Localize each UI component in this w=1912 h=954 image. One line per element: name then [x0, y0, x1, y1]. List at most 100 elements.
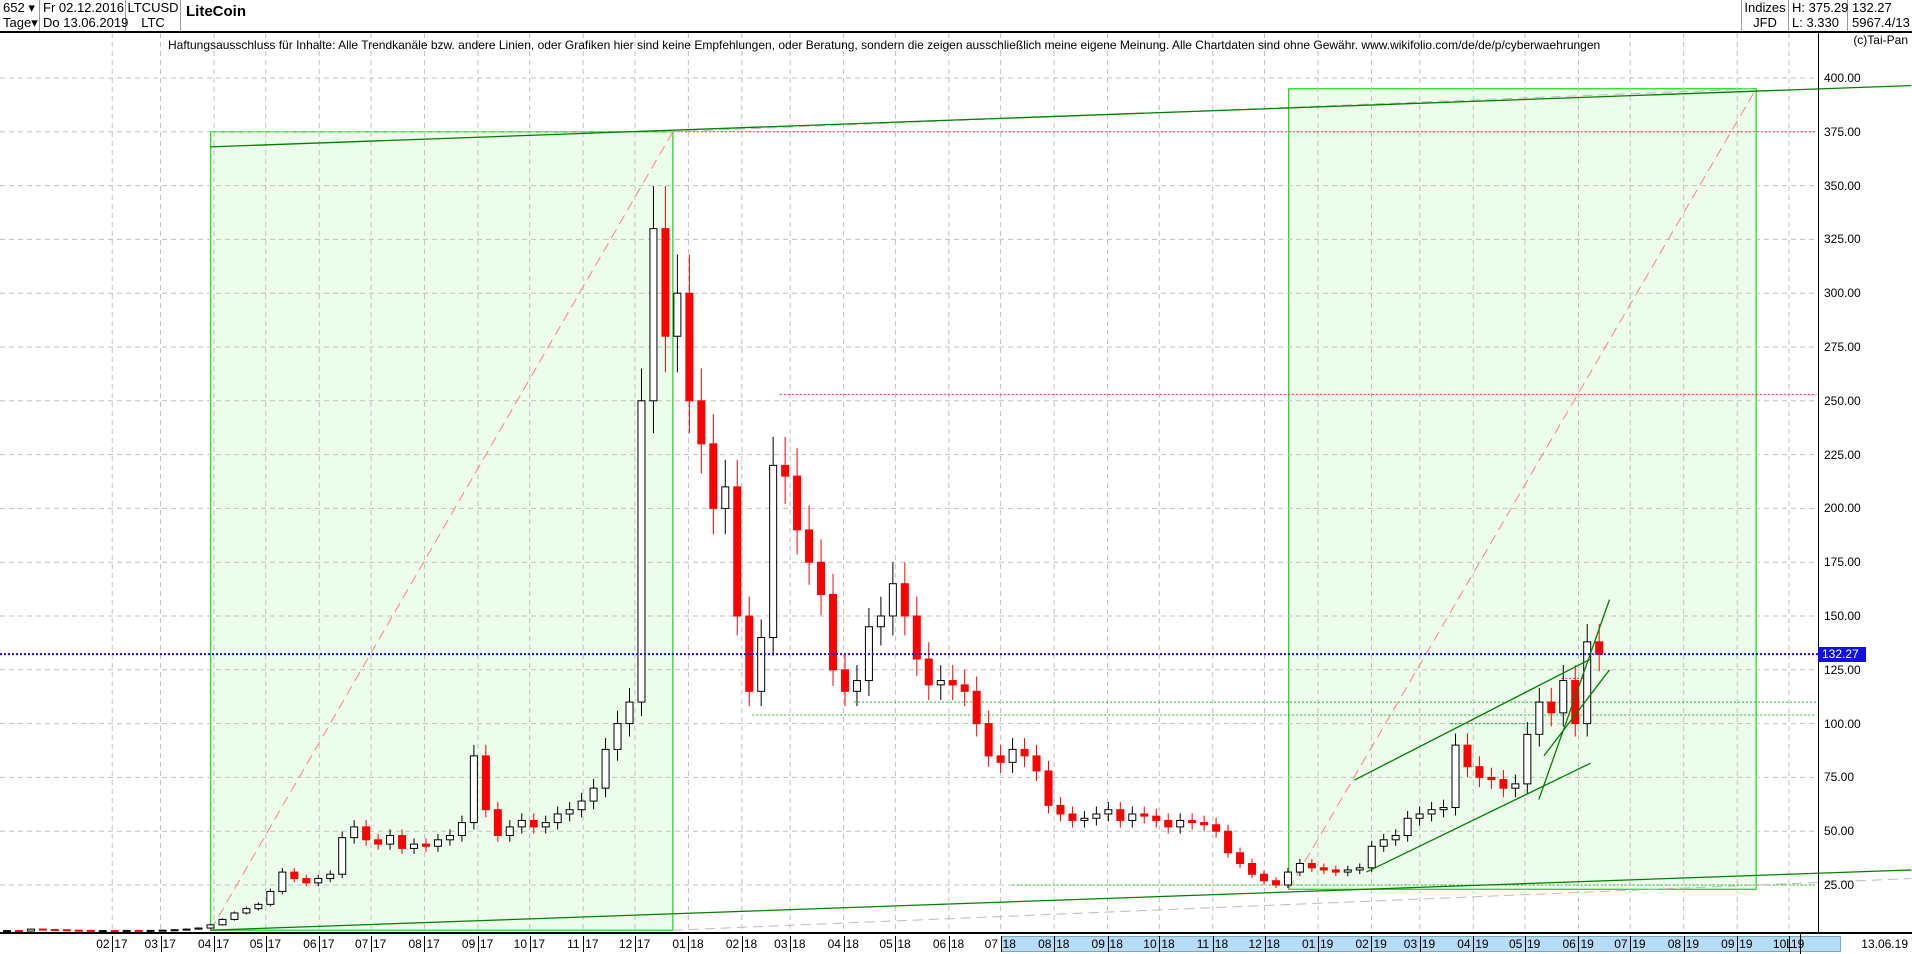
candle-down: [481, 755, 490, 811]
y-tick-label: 275.00: [1824, 340, 1861, 354]
candle-down: [1152, 815, 1161, 821]
candle-up: [206, 924, 215, 929]
x-tick-mark: [1159, 936, 1161, 952]
x-tick-mark: [1212, 936, 1214, 952]
candle-down: [817, 561, 826, 595]
x-tick-month: 05: [249, 937, 264, 951]
x-tick-mark: [790, 936, 792, 952]
x-tick-mark: [1419, 936, 1421, 952]
candle-down: [290, 871, 299, 880]
candle-up: [517, 819, 526, 828]
x-tick-year: 18: [845, 937, 859, 951]
x-tick-mark: [1000, 936, 1002, 952]
candle-down: [1307, 862, 1316, 869]
start-date: Fr 02.12.2016: [43, 0, 124, 15]
candle-down: [529, 819, 538, 828]
candle-down: [1331, 869, 1340, 873]
x-tick-year: 17: [426, 937, 440, 951]
low-value: L: 3.330: [1792, 15, 1839, 30]
x-tick-month: 09: [1721, 937, 1735, 951]
x-tick-mark: [1737, 936, 1739, 952]
candle-down: [1259, 873, 1268, 882]
gray-dashed-line: [671, 88, 1757, 133]
candle-up: [469, 755, 478, 824]
candle-down: [1200, 822, 1209, 826]
candle-down: [709, 443, 718, 509]
x-tick-month: 02: [725, 937, 740, 951]
candle-down: [1499, 779, 1508, 789]
candle-up: [386, 835, 395, 845]
x-tick-year: 18: [897, 937, 911, 951]
candle-up: [673, 292, 682, 337]
candle-down: [1212, 824, 1221, 832]
candle-up: [26, 928, 35, 932]
x-tick-mark: [1371, 936, 1373, 952]
candle-up: [1427, 809, 1436, 815]
candle-up: [266, 890, 275, 905]
disclaimer-text: Haftungsausschluss für Inhalte: Alle Tre…: [168, 38, 1601, 52]
candle-up: [230, 912, 239, 920]
title-cell: LiteCoin: [181, 0, 1742, 31]
candle-up: [457, 822, 466, 837]
x-tick-year: 18: [690, 937, 704, 951]
candle-up: [338, 837, 347, 875]
x-tick-mark: [529, 936, 531, 952]
candle-up: [1128, 813, 1137, 821]
x-tick-month: 06: [303, 937, 317, 951]
x-tick-mark: [1578, 936, 1580, 952]
candle-up: [1523, 733, 1532, 785]
x-tick-month: 10: [513, 937, 528, 951]
candle-down: [900, 583, 909, 617]
category: Indizes: [1744, 0, 1786, 15]
trend-line: [1543, 669, 1611, 757]
candle-up: [194, 927, 203, 930]
candle-up: [1176, 819, 1185, 828]
candle-down: [110, 930, 119, 933]
count-selector[interactable]: 652 ▾ Tage▾: [0, 0, 40, 31]
candle-up: [565, 809, 574, 815]
x-tick-month: 02: [96, 937, 110, 951]
candle-down: [840, 669, 849, 692]
candle-down: [697, 400, 706, 445]
last-price-label: 132.27: [1818, 647, 1866, 663]
x-tick-year: 19: [1632, 937, 1646, 951]
chevron-down-icon: ▾: [31, 15, 38, 30]
copyright-text: (c)Tai-Pan: [1853, 33, 1908, 47]
x-tick-mark: [1107, 936, 1109, 952]
candle-down: [374, 839, 383, 845]
x-tick-month: 04: [827, 937, 841, 951]
date-range[interactable]: Fr 02.12.2016 Do 13.06.2019: [40, 0, 128, 31]
candle-up: [1080, 817, 1089, 821]
y-tick-label: 200.00: [1824, 501, 1861, 516]
candle-up: [218, 918, 227, 926]
candle-up: [170, 929, 179, 932]
high-value: H: 375.29: [1792, 0, 1849, 15]
candle-down: [14, 930, 23, 933]
x-tick-mark: [688, 936, 690, 952]
x-tick-mark: [1525, 936, 1526, 952]
candle-down: [1056, 804, 1065, 815]
x-tick-year: 18: [1109, 937, 1123, 951]
x-tick-month: 11: [567, 937, 580, 951]
candle-up: [1535, 701, 1544, 735]
x-tick-year: 17: [321, 937, 335, 951]
x-tick-month: 07: [1614, 937, 1628, 951]
candle-up: [1008, 748, 1017, 763]
x-tick-month: 03: [1403, 937, 1418, 951]
candle-up: [433, 839, 442, 847]
time-axis[interactable]: L 13.06.19 02170317041705170617071708170…: [0, 932, 1912, 954]
candle-up: [314, 878, 323, 884]
candle-up: [1415, 813, 1424, 819]
candle-down: [1188, 819, 1197, 824]
x-tick-year: 18: [1056, 937, 1070, 951]
y-tick-label: 150.00: [1824, 609, 1861, 623]
x-tick-mark: [424, 936, 426, 952]
y-tick-label: 25.00: [1824, 878, 1855, 892]
x-tick-year: 17: [479, 937, 494, 951]
candle-down: [1547, 701, 1556, 714]
trend-line: [1538, 599, 1611, 800]
candle-down: [685, 292, 694, 402]
x-tick-mark: [1630, 936, 1632, 952]
candle-up: [1403, 817, 1412, 837]
y-tick-label: 225.00: [1824, 447, 1861, 462]
